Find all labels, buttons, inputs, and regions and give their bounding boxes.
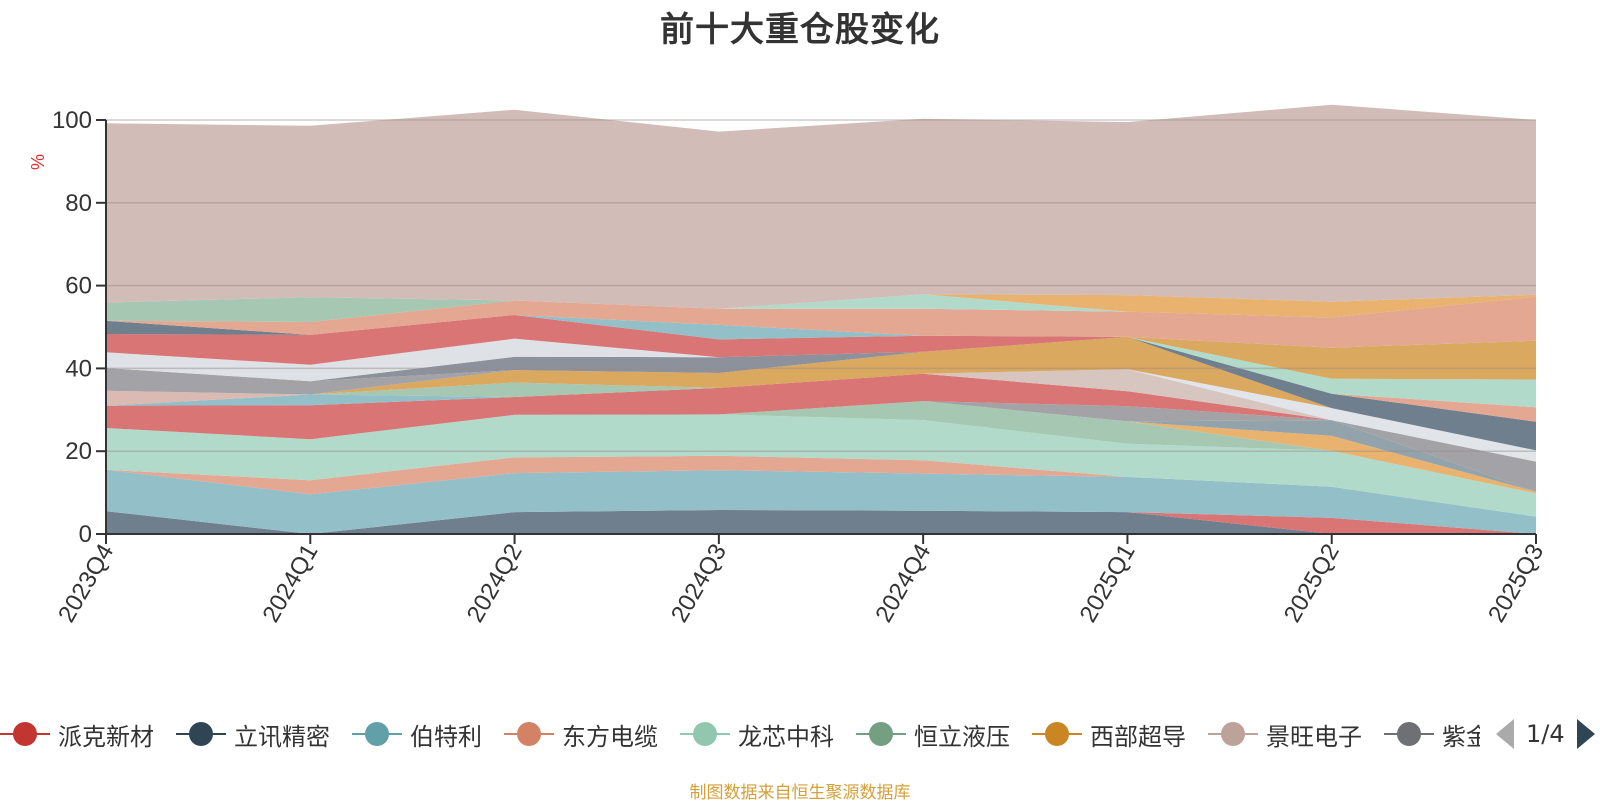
grid-lines	[106, 119, 1536, 452]
area-series-10	[106, 373, 1536, 462]
x-tick-label: 2025Q2	[1279, 540, 1345, 627]
legend-marker-icon	[1384, 712, 1434, 756]
area-series-22	[106, 336, 1536, 382]
x-tick-label: 2024Q1	[257, 540, 323, 627]
area-series-20	[106, 336, 1536, 408]
area-series-13	[106, 369, 1536, 462]
area-series-5	[106, 414, 1536, 517]
legend-label: 派克新材	[58, 722, 154, 751]
area-series-27	[106, 296, 1536, 348]
legend-label: 东方电缆	[562, 722, 658, 751]
area-series-2	[106, 510, 1536, 534]
x-axis-ticks: 2023Q4 2024Q1 2024Q2 2024Q3 2024Q4 2025Q1 2025…	[53, 534, 1549, 627]
area-series-16	[106, 336, 1536, 451]
legend-marker-icon	[504, 712, 554, 756]
x-tick-label: 2025Q1	[1075, 540, 1141, 627]
area-series-30	[106, 294, 1536, 318]
legend-marker-icon	[1032, 712, 1082, 756]
area-series-8	[106, 401, 1536, 492]
area-series-25	[106, 315, 1536, 348]
area-series-31	[106, 104, 1536, 309]
legend-label: 立讯精密	[234, 722, 330, 751]
legend-label: 景旺电子	[1266, 722, 1362, 751]
area-series-4	[106, 455, 1536, 517]
chart-title: 前十大重仓股变化	[660, 10, 940, 50]
legend-item[interactable]: 立讯精密	[176, 712, 330, 756]
x-tick-label: 2024Q2	[462, 540, 528, 627]
legend-marker-icon	[0, 712, 50, 756]
y-tick-label: 0	[79, 521, 92, 548]
y-tick-label: 100	[52, 107, 92, 134]
y-axis-ticks: 0 20 40 60 80 100	[52, 107, 106, 548]
area-series-23	[106, 336, 1536, 380]
axes	[105, 120, 1536, 535]
legend-label: 龙芯中科	[738, 722, 834, 751]
legend-label: 恒立液压	[914, 722, 1010, 751]
legend-next-page-icon[interactable]	[1576, 719, 1595, 749]
legend-marker-icon	[176, 712, 226, 756]
x-tick-label: 2024Q4	[870, 540, 936, 627]
y-tick-label: 60	[65, 273, 92, 300]
y-axis-label: %	[28, 154, 48, 170]
area-series-28	[106, 294, 1536, 322]
area-series-24	[106, 315, 1536, 365]
y-tick-label: 80	[65, 190, 92, 217]
legend-marker-icon	[680, 712, 730, 756]
legend-prev-page-icon[interactable]	[1496, 719, 1514, 749]
legend-label: 紫金	[1442, 722, 1480, 751]
legend-label: 伯特利	[410, 722, 482, 751]
legend-pager: 1/4	[1496, 712, 1595, 756]
legend: 派克新材 立讯精密 伯特利 东方电缆 龙芯中科 恒立液压 西部超导 景旺电子 紫金	[0, 712, 1480, 756]
legend-item[interactable]: 紫金	[1384, 712, 1480, 756]
area-series-group	[106, 104, 1536, 534]
y-tick-label: 40	[65, 355, 92, 382]
legend-label: 西部超导	[1090, 722, 1186, 751]
x-tick-label: 2024Q3	[666, 540, 732, 627]
area-series-3	[106, 469, 1536, 534]
legend-item[interactable]: 派克新材	[0, 712, 154, 756]
area-series-1	[106, 510, 1536, 534]
legend-item[interactable]: 恒立液压	[856, 712, 1010, 756]
legend-marker-icon	[856, 712, 906, 756]
legend-item[interactable]: 西部超导	[1032, 712, 1186, 756]
legend-item[interactable]: 东方电缆	[504, 712, 658, 756]
legend-item[interactable]: 龙芯中科	[680, 712, 834, 756]
x-tick-label: 2025Q3	[1483, 540, 1549, 627]
legend-page-indicator: 1/4	[1526, 720, 1565, 748]
area-series-6	[106, 401, 1536, 494]
y-tick-label: 20	[65, 438, 92, 465]
legend-item[interactable]: 伯特利	[352, 712, 482, 756]
source-note: 制图数据来自恒生聚源数据库	[689, 783, 911, 803]
legend-marker-icon	[1208, 712, 1258, 756]
legend-item[interactable]: 景旺电子	[1208, 712, 1362, 756]
x-tick-label: 2023Q4	[53, 540, 119, 627]
area-series-11	[106, 369, 1536, 462]
legend-marker-icon	[352, 712, 402, 756]
area-series-29	[106, 294, 1536, 322]
